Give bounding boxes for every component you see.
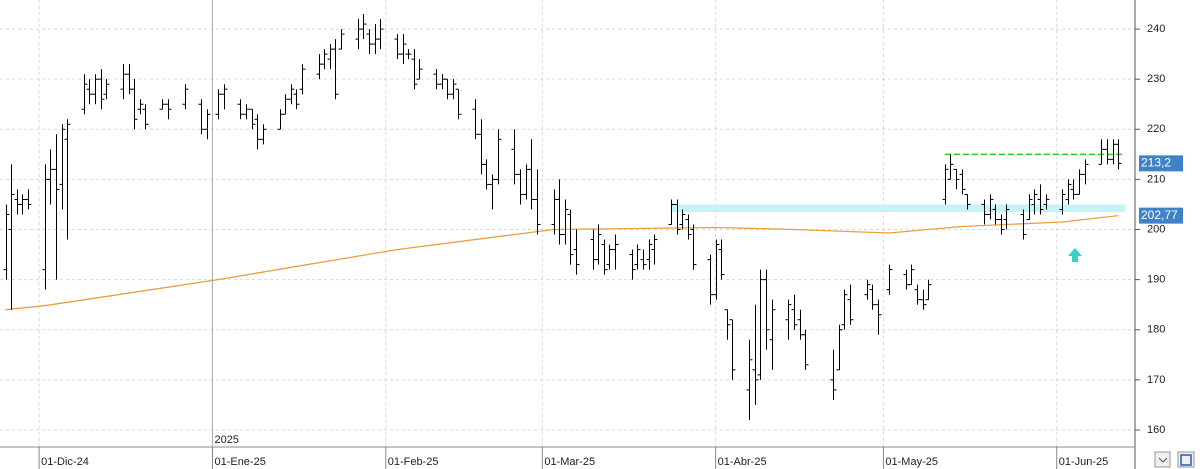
price-label-box — [1139, 155, 1183, 172]
moving-average — [5, 214, 1119, 311]
x-tick-label: 01-Abr-25 — [718, 456, 767, 468]
scroll-button[interactable] — [1154, 451, 1171, 468]
y-tick-label: 240 — [1147, 23, 1165, 35]
y-tick-label: 170 — [1147, 374, 1165, 386]
x-tick-label: 01-Feb-25 — [388, 456, 439, 468]
up-arrow — [1068, 248, 1082, 262]
y-tick-label: 220 — [1147, 123, 1165, 135]
x-tick-label: 01-Ene-25 — [214, 456, 265, 468]
y-tick-label: 200 — [1147, 223, 1165, 235]
y-tick-label: 190 — [1147, 274, 1165, 286]
x-tick-label: 01-Mar-25 — [544, 456, 595, 468]
y-tick-label: 210 — [1147, 173, 1165, 185]
y-tick-label: 160 — [1147, 424, 1165, 436]
button-icon — [1158, 457, 1168, 463]
y-tick-label: 230 — [1147, 73, 1165, 85]
year-label: 2025 — [214, 434, 238, 446]
price-label: 213,2 — [1141, 156, 1171, 170]
x-tick-label: 01-Jun-25 — [1059, 456, 1109, 468]
x-tick-label: 01-May-25 — [885, 456, 938, 468]
y-tick-label: 180 — [1147, 324, 1165, 336]
button-icon — [1180, 454, 1192, 466]
plot — [0, 0, 1135, 469]
support-band — [670, 204, 1125, 212]
x-tick-label: 01-Dic-24 — [41, 456, 89, 468]
price-label-box — [1139, 207, 1183, 224]
price-label: 202,77 — [1141, 208, 1178, 222]
